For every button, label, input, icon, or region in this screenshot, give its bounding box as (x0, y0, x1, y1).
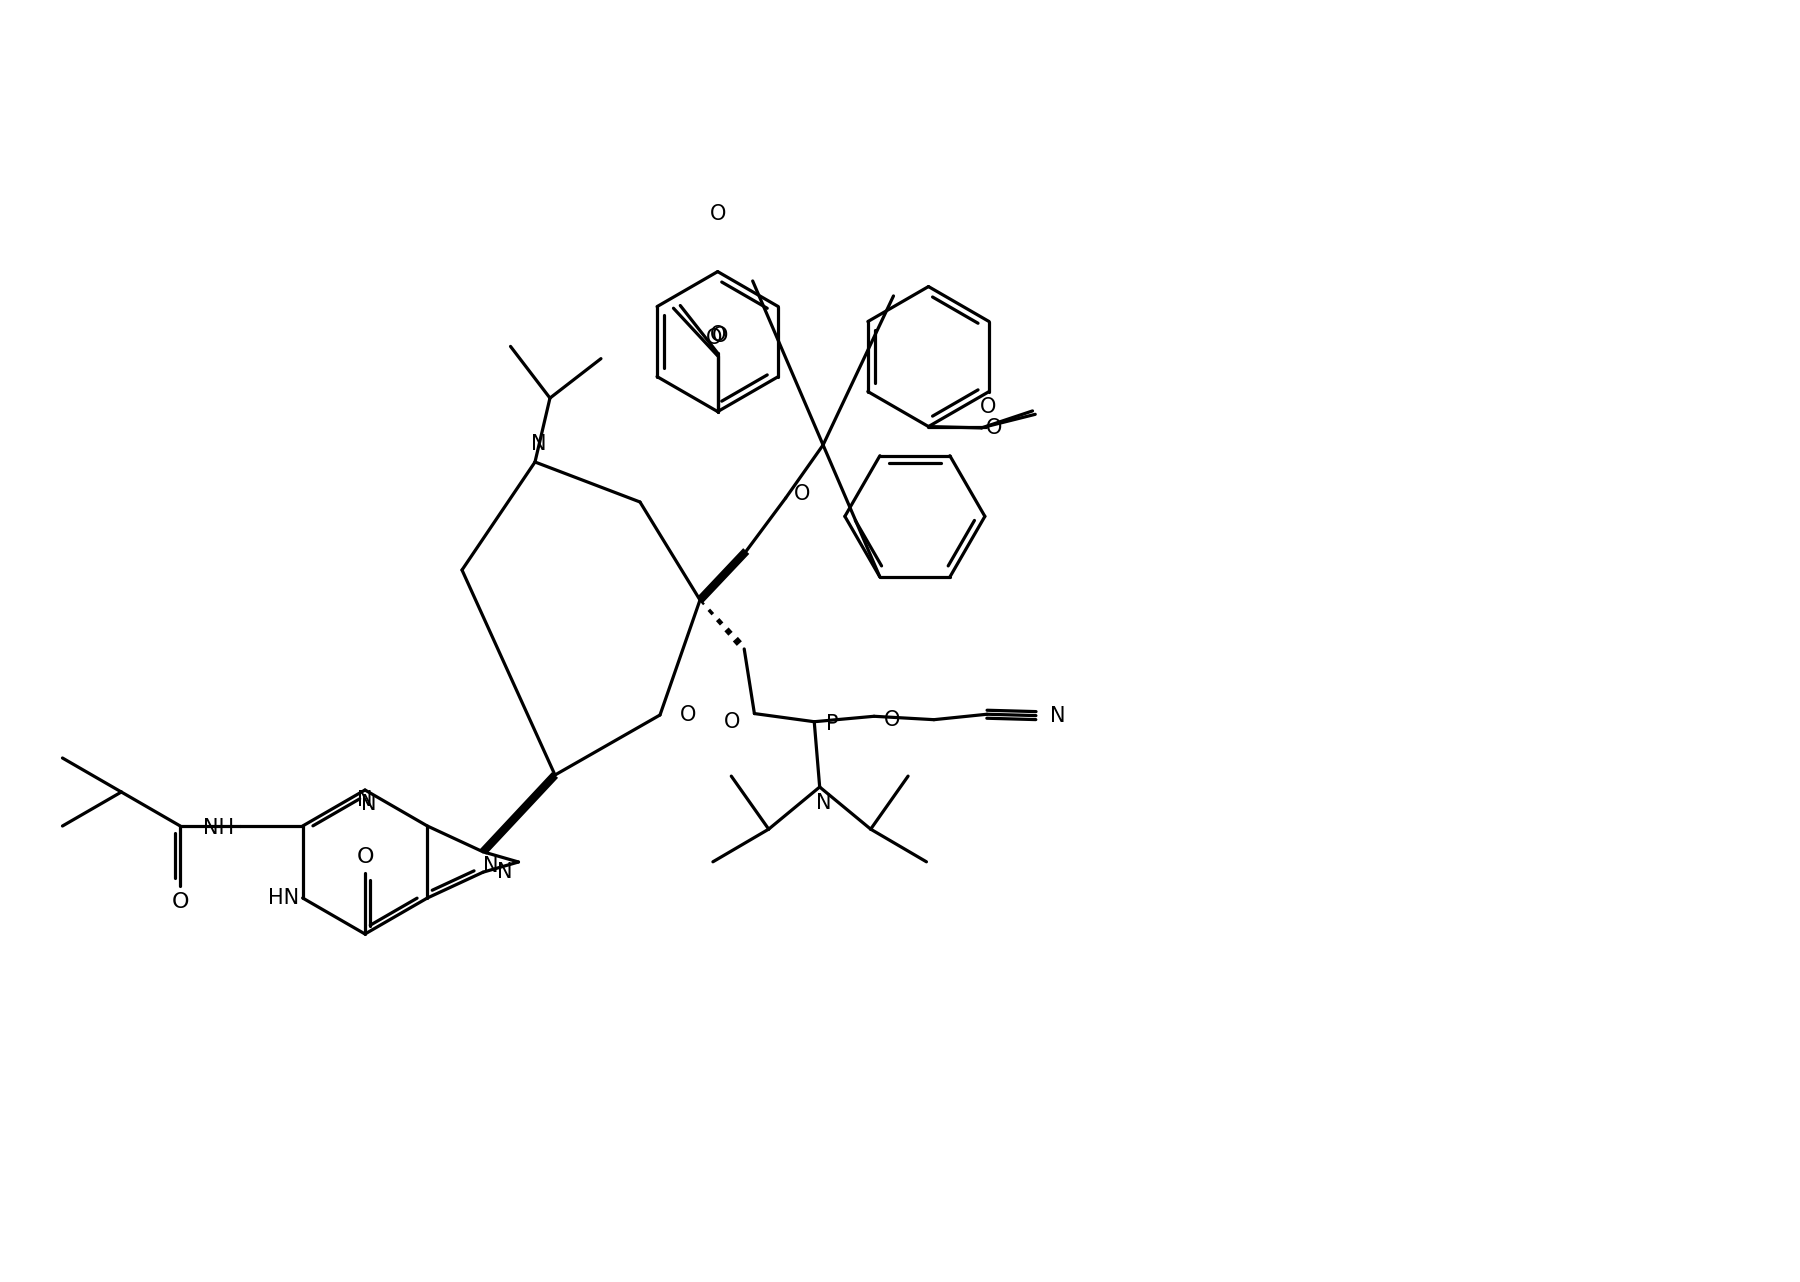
Text: O: O (680, 705, 697, 726)
Text: N: N (531, 435, 547, 454)
Text: NH: NH (203, 818, 234, 838)
Text: O: O (356, 847, 374, 867)
Text: N: N (356, 790, 373, 810)
Text: O: O (709, 204, 725, 224)
Text: O: O (794, 485, 810, 504)
Text: O: O (986, 418, 1003, 438)
Text: O: O (884, 710, 900, 731)
Text: O: O (711, 326, 727, 346)
Text: O: O (706, 328, 722, 347)
Text: N: N (484, 856, 499, 876)
Text: N: N (1049, 705, 1066, 726)
Text: P: P (826, 714, 839, 733)
Text: N: N (362, 794, 376, 814)
Text: HN: HN (268, 888, 299, 908)
Text: O: O (171, 892, 189, 912)
Text: O: O (709, 326, 725, 345)
Text: O: O (979, 396, 997, 417)
Text: O: O (724, 712, 740, 732)
Text: N: N (497, 863, 513, 882)
Text: N: N (815, 794, 832, 813)
